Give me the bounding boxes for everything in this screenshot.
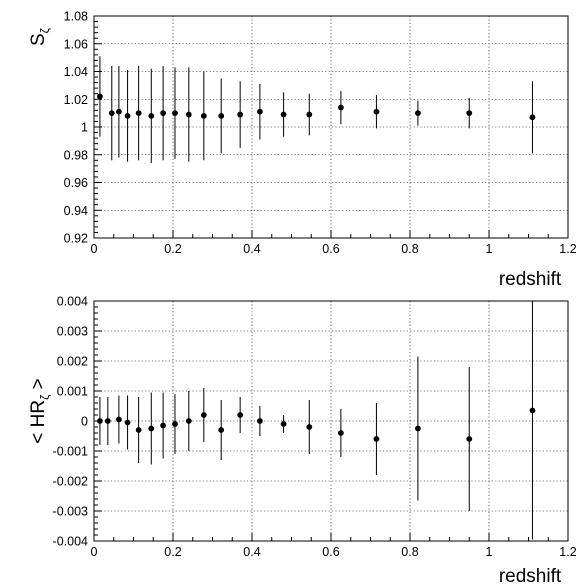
s-zeta-data-point [108,110,115,117]
s-zeta-x-tick-label: 0.6 [322,242,339,256]
hr-zeta-data-point [148,425,155,432]
s-zeta-data-point [148,113,155,119]
hr-zeta-data-point [97,418,103,424]
hr-zeta-data-point [172,421,178,427]
s-zeta-plot-frame [93,15,569,239]
hr-zeta-y-tick-label: -0.001 [53,445,88,459]
s-zeta-x-tick-label: 0.2 [164,242,181,256]
hr-zeta-y-tick-label: 0 [81,415,88,429]
s-zeta-data-point [200,113,207,119]
s-zeta-y-tick-label: 1.06 [64,37,88,51]
hr-zeta-data-point [306,424,313,430]
hr-zeta-data-point [185,418,192,424]
hr-zeta-data-point [373,436,380,442]
hr-zeta-y-tick-label: 0.001 [57,385,88,399]
s-zeta-x-tick-label: 0.8 [401,242,418,256]
s-zeta-y-tick-label: 1.08 [64,10,88,24]
hr-zeta-data-point [200,412,207,418]
s-zeta-data-point [466,110,473,117]
hr-zeta-x-tick-label: 0.4 [243,545,260,559]
s-zeta-y-tick-label: 0.96 [64,176,88,190]
hr-zeta-data-point [115,416,122,423]
s-zeta-data-point [97,93,103,100]
hr-zeta-y-tick-label: 0.002 [57,355,88,369]
hr-zeta-y-tick-label: -0.002 [53,475,88,489]
hr-zeta-data-point [280,421,287,427]
hr-zeta-x-tick-label: 0.6 [322,545,339,559]
s-zeta-data-point [115,108,122,115]
hr-zeta-y-tick-label: -0.003 [53,505,88,519]
s-zeta-x-tick-label: 0.4 [243,242,260,256]
s-zeta-data-point [237,111,244,118]
s-zeta-x-tick-label: 1 [486,242,493,256]
hr-zeta-data-point [218,427,225,433]
hr-zeta-data-point [529,407,536,414]
s-zeta-data-point [172,110,178,117]
s-zeta-data-point [306,111,313,118]
hr-zeta-x-tick-label: 0 [91,545,98,559]
hr-zeta-y-tick-label: 0.004 [57,295,88,309]
hr-zeta-data-point [415,425,421,432]
s-zeta-data-point [257,108,263,115]
hr-zeta-data-point [237,412,244,418]
hr-zeta-x-tick-label: 1.2 [559,545,576,559]
hr-zeta-x-tick-label: 1 [486,545,493,559]
hr-zeta-data-point [124,419,131,426]
s-zeta-data-point [373,108,380,115]
s-zeta-data-point [337,104,344,111]
s-zeta-y-tick-label: 1.02 [64,93,88,107]
s-zeta-data-point [160,110,167,117]
s-zeta-x-axis-title: redshift [499,269,562,290]
hr-zeta-x-tick-label: 0.2 [164,545,181,559]
s-zeta-y-axis-title: Sζ [28,27,52,46]
hr-zeta-y-tick-label: -0.004 [53,535,88,549]
hr-zeta-data-point [337,430,344,436]
s-zeta-y-tick-label: 0.94 [64,204,88,218]
s-zeta-y-tick-label: 0.92 [64,232,88,246]
hr-zeta-data-point [160,422,167,429]
hr-zeta-data-point [104,418,111,424]
hr-zeta-data-point [135,427,142,433]
s-zeta-data-point [415,110,421,117]
s-zeta-y-tick-label: 1.04 [64,65,88,79]
s-zeta-x-tick-label: 0 [91,242,98,256]
s-zeta-data-point [185,111,192,118]
s-zeta-x-tick-label: 1.2 [559,242,576,256]
s-zeta-data-point [124,113,131,119]
s-zeta-data-point [529,114,536,121]
hr-zeta-data-point [257,418,263,424]
top-panel-s-zeta: 0 0.2 0.4 0.6 0.8 1 1.2 0.92 0.94 0.96 0.98 1 1.02 1.… [28,10,577,291]
s-zeta-y-tick-label: 0.98 [64,148,88,162]
s-zeta-data-point [218,113,225,119]
hr-zeta-y-tick-label: 0.003 [57,325,88,339]
bottom-panel-hr-zeta: 0 0.2 0.4 0.6 0.8 1 1.2 -0.004 -0.003 -0.002 -0.00… [28,295,577,584]
s-zeta-data-point [280,111,287,118]
hr-zeta-y-axis-title: < HRζ > [28,378,52,444]
hr-zeta-x-axis-title: redshift [499,566,562,584]
s-zeta-data-point [135,110,142,117]
s-zeta-y-tick-label: 1 [81,121,88,135]
hr-zeta-data-point [466,436,473,442]
hr-zeta-x-tick-label: 0.8 [401,545,418,559]
